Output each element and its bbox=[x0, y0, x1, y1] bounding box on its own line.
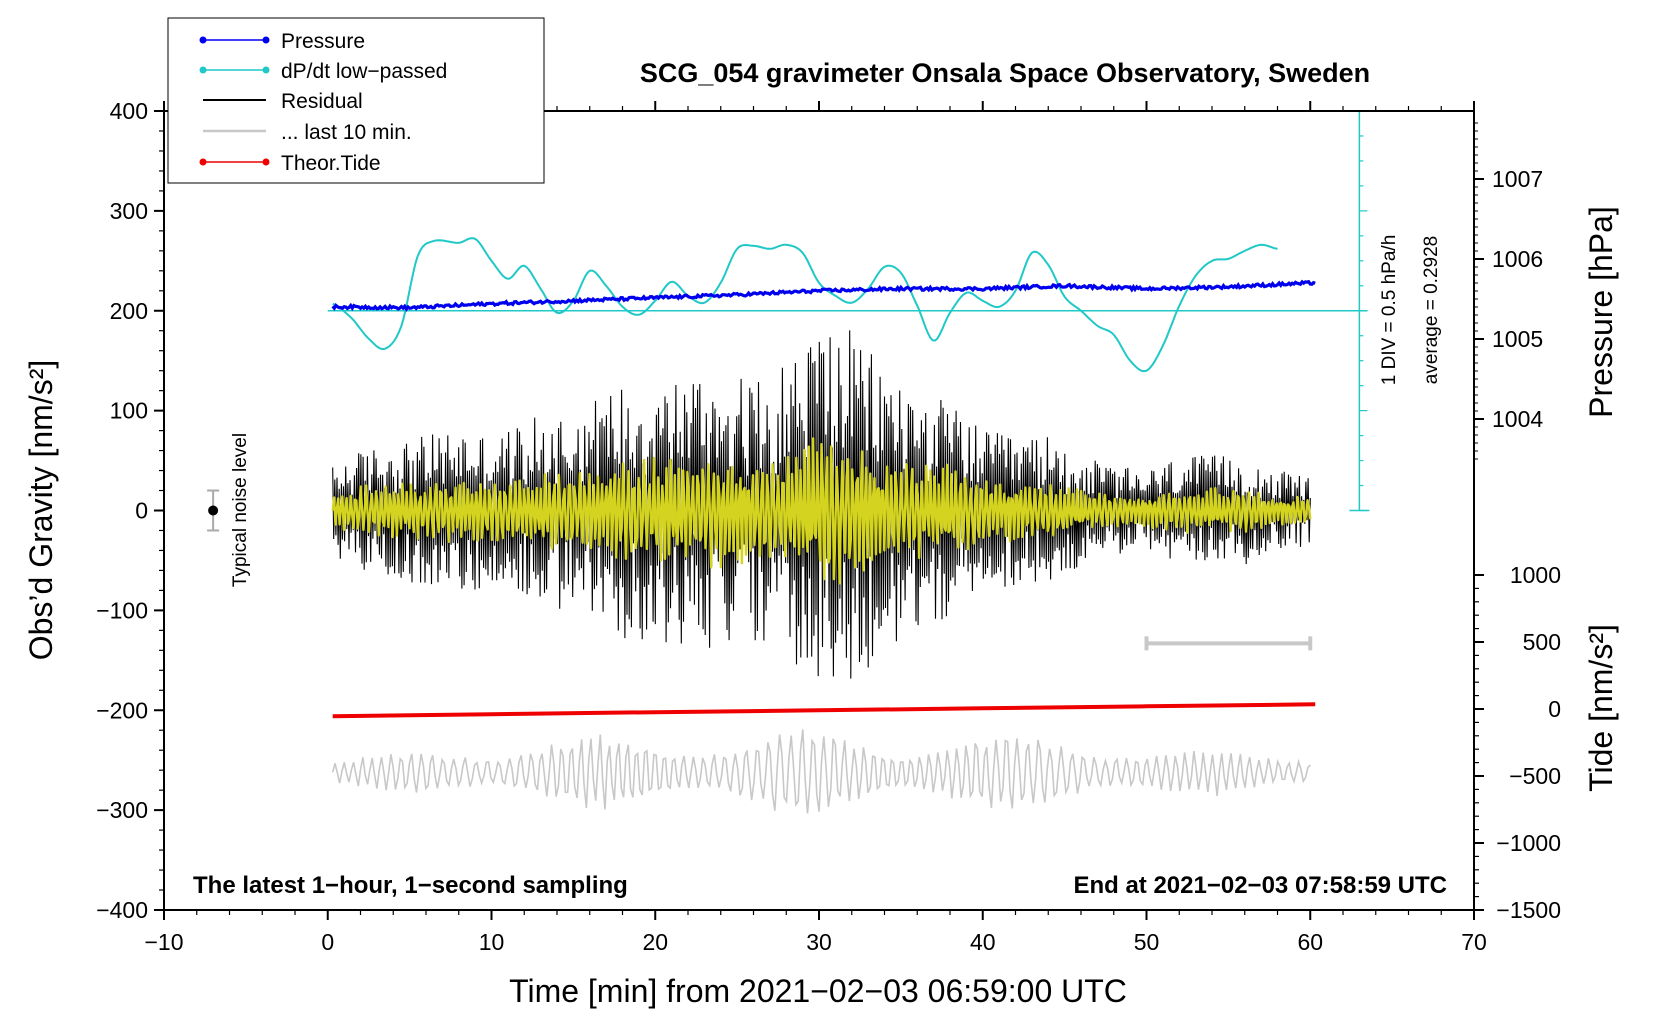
legend-marker-dpdt bbox=[199, 66, 207, 74]
annotation-bottom-left: The latest 1−hour, 1−second sampling bbox=[193, 872, 628, 899]
legend-label-residual: Residual bbox=[281, 90, 363, 113]
y-tick-label: −300 bbox=[96, 797, 148, 823]
y-axis-label-left: Obs’d Gravity [nm/s²] bbox=[23, 360, 59, 661]
tide-series bbox=[332, 702, 1316, 719]
y-axis-label-pressure: Pressure [hPa] bbox=[1583, 206, 1619, 418]
x-tick-label: 70 bbox=[1461, 929, 1487, 955]
tide-tick-label: 0 bbox=[1548, 696, 1561, 722]
legend-marker-pressure bbox=[199, 36, 207, 44]
y-tick-label: 100 bbox=[110, 398, 148, 424]
tide-tick-label: 500 bbox=[1523, 629, 1561, 655]
dpdt-series bbox=[327, 110, 1370, 512]
y-tick-label: 300 bbox=[110, 198, 148, 224]
y-tick-label: 200 bbox=[110, 298, 148, 324]
noise-point bbox=[208, 505, 219, 516]
dpdt-line bbox=[332, 237, 1278, 373]
y-tick-label: 0 bbox=[135, 498, 148, 524]
y-tick-label: −200 bbox=[96, 697, 148, 723]
pressure-line bbox=[331, 279, 1316, 312]
pressure-series bbox=[331, 279, 1316, 312]
tide-tick-label: −1000 bbox=[1496, 830, 1561, 856]
legend-marker-dpdt-end bbox=[262, 66, 270, 74]
tide-line bbox=[332, 702, 1316, 719]
chart-title: SCG_054 gravimeter Onsala Space Observat… bbox=[640, 58, 1370, 88]
dpdt-average-label: average = 0.2928 bbox=[1421, 236, 1442, 384]
legend-label-pressure: Pressure bbox=[281, 30, 365, 53]
y-tick-label: −100 bbox=[96, 597, 148, 623]
legend-label-dpdt: dP/dt low−passed bbox=[281, 60, 447, 83]
pressure-tick-label: 1005 bbox=[1492, 326, 1543, 352]
y-axis-label-tide: Tide [nm/s²] bbox=[1583, 624, 1619, 792]
last-10-min-line bbox=[331, 729, 1311, 814]
residual-series bbox=[332, 330, 1311, 679]
x-axis-label: Time [min] from 2021−02−03 06:59:00 UTC bbox=[509, 973, 1127, 1009]
residual-line bbox=[332, 330, 1311, 679]
dpdt-scale-label: 1 DIV = 0.5 hPa/h bbox=[1379, 235, 1400, 386]
x-tick-label: 10 bbox=[479, 929, 505, 955]
filtered-residual-line bbox=[331, 437, 1312, 585]
legend: Pressure dP/dt low−passed Residual ... l… bbox=[167, 17, 545, 184]
legend-label-tide: Theor.Tide bbox=[281, 152, 381, 175]
pressure-tick-label: 1006 bbox=[1492, 246, 1543, 272]
legend-marker-pressure-end bbox=[262, 36, 270, 44]
last-10-min-series bbox=[331, 636, 1313, 814]
tide-tick-label: −1500 bbox=[1496, 897, 1561, 923]
x-tick-label: 0 bbox=[321, 929, 334, 955]
annotation-bottom-right: End at 2021−02−03 07:58:59 UTC bbox=[1073, 872, 1447, 899]
x-tick-label: −10 bbox=[144, 929, 183, 955]
tide-tick-label: −500 bbox=[1509, 763, 1561, 789]
x-tick-label: 50 bbox=[1134, 929, 1160, 955]
axes: −10 0 10 20 30 40 50 60 704003002001000−100−200−… bbox=[96, 98, 1561, 955]
pressure-tick-label: 1007 bbox=[1492, 166, 1543, 192]
noise-label: Typical noise level bbox=[230, 433, 251, 587]
chart-decorations bbox=[207, 489, 220, 532]
x-tick-label: 30 bbox=[806, 929, 832, 955]
legend-label-last10: ... last 10 min. bbox=[281, 121, 412, 144]
filtered-residual-series bbox=[331, 437, 1312, 585]
legend-marker-tide-end bbox=[262, 158, 270, 166]
x-tick-label: 60 bbox=[1297, 929, 1323, 955]
tide-tick-label: 1000 bbox=[1510, 562, 1561, 588]
pressure-tick-label: 1004 bbox=[1492, 406, 1543, 432]
x-tick-label: 20 bbox=[642, 929, 668, 955]
x-tick-label: 40 bbox=[970, 929, 996, 955]
y-tick-label: 400 bbox=[110, 98, 148, 124]
y-tick-label: −400 bbox=[96, 897, 148, 923]
legend-marker-tide bbox=[199, 158, 207, 166]
